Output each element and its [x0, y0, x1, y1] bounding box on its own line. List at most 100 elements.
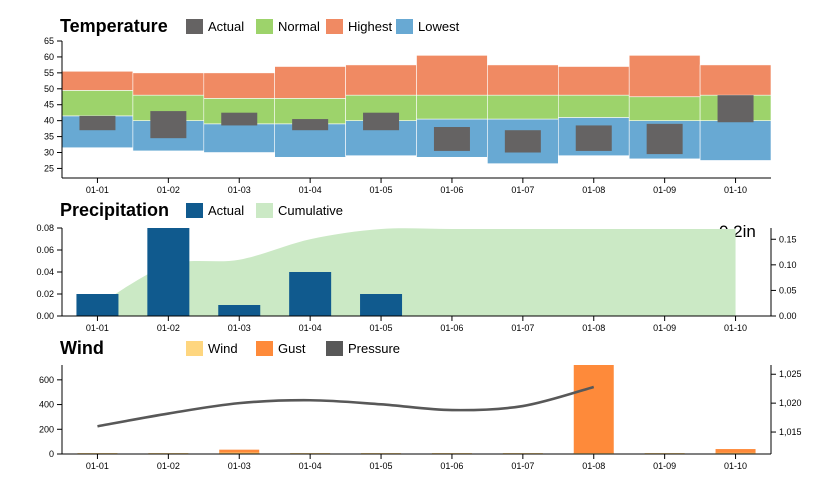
wind-y-tick-label: 200: [39, 424, 54, 434]
temperature-lowest-bar: [699, 120, 772, 161]
temperature-x-tick-label: 01-03: [228, 185, 251, 195]
wind-y-tick-label: 400: [39, 400, 54, 410]
precipitation-y2-tick-label: 0.05: [779, 285, 797, 295]
precipitation-y2-tick-label: 0.15: [779, 234, 797, 244]
temperature-actual-bar: [575, 125, 612, 151]
wind-x-tick-label: 01-03: [228, 461, 251, 471]
temperature-y-tick-label: 55: [44, 68, 54, 78]
wind-x-tick-label: 01-02: [157, 461, 180, 471]
temperature-highest-bar: [345, 64, 417, 96]
temperature-x-tick-label: 01-07: [511, 185, 534, 195]
precipitation-actual-bar: [218, 305, 261, 316]
temperature-x-tick-label: 01-01: [86, 185, 109, 195]
temperature-actual-bar: [646, 123, 683, 155]
wind-x-tick-label: 01-05: [370, 461, 393, 471]
wind-speed-bar: [715, 452, 756, 454]
wind-x-tick-label: 01-09: [653, 461, 676, 471]
precipitation-x-tick-label: 01-08: [582, 323, 605, 333]
wind-y2-tick-label: 1,015: [779, 427, 802, 437]
temperature-highest-bar: [416, 55, 488, 96]
precipitation-x-tick-label: 01-09: [653, 323, 676, 333]
temperature-legend-swatch-highest: [326, 19, 343, 34]
temperature-actual-bar: [221, 112, 258, 126]
precipitation-legend-swatch-cumulative: [256, 203, 273, 218]
wind-y-tick-label: 0: [49, 449, 54, 459]
wind-legend-label-wind: Wind: [208, 341, 238, 356]
precipitation-cumulative-area: [97, 228, 736, 316]
precipitation-legend-label-cumulative: Cumulative: [278, 203, 343, 218]
temperature-legend-swatch-actual: [186, 19, 203, 34]
wind-pressure-line: [97, 385, 595, 428]
temperature-normal-bar: [416, 94, 488, 120]
wind-y-tick-label: 600: [39, 375, 54, 385]
temperature-actual-bar: [150, 111, 187, 139]
temperature-y-tick-label: 50: [44, 84, 54, 94]
wind-legend-swatch-wind: [186, 341, 203, 356]
wind-speed-bar: [219, 452, 260, 454]
precipitation-x-tick-label: 01-02: [157, 323, 180, 333]
precipitation-legend-label-actual: Actual: [208, 203, 244, 218]
precipitation-actual-bar: [360, 294, 403, 316]
temperature-x-tick-label: 01-08: [582, 185, 605, 195]
temperature-x-tick-label: 01-06: [440, 185, 463, 195]
temperature-legend-label-lowest: Lowest: [418, 19, 460, 34]
temperature-actual-bar: [292, 119, 329, 131]
wind-x-tick-label: 01-10: [724, 461, 747, 471]
precipitation-x-tick-label: 01-04: [299, 323, 322, 333]
temperature-y-tick-label: 30: [44, 148, 54, 158]
temperature-normal-bar: [487, 94, 559, 120]
wind-y2-tick-label: 1,025: [779, 369, 802, 379]
temperature-actual-bar: [433, 127, 470, 151]
temperature-highest-bar: [557, 66, 630, 96]
wind-legend-swatch-pressure: [326, 341, 343, 356]
temperature-x-tick-label: 01-04: [299, 185, 322, 195]
wind-title: Wind: [60, 338, 104, 358]
precipitation-x-tick-label: 01-01: [86, 323, 109, 333]
precipitation-y-tick-label: 0.08: [36, 223, 54, 233]
precipitation-actual-bar: [289, 272, 332, 316]
wind-x-tick-label: 01-08: [582, 461, 605, 471]
temperature-legend-label-normal: Normal: [278, 19, 320, 34]
precipitation-legend-swatch-actual: [186, 203, 203, 218]
precipitation-x-tick-label: 01-06: [440, 323, 463, 333]
temperature-legend-label-actual: Actual: [208, 19, 244, 34]
precipitation-x-tick-label: 01-03: [228, 323, 251, 333]
precipitation-title: Precipitation: [60, 200, 169, 220]
precipitation-actual-bar: [147, 228, 190, 316]
temperature-y-tick-label: 40: [44, 116, 54, 126]
wind-legend-label-pressure: Pressure: [348, 341, 400, 356]
wind-gust-bar: [715, 449, 756, 454]
temperature-highest-bar: [628, 55, 701, 98]
temperature-highest-bar: [487, 64, 559, 96]
wind-x-tick-label: 01-04: [299, 461, 322, 471]
temperature-highest-bar: [61, 70, 134, 91]
temperature-y-tick-label: 60: [44, 52, 54, 62]
wind-x-tick-label: 01-06: [440, 461, 463, 471]
temperature-highest-bar: [132, 72, 205, 96]
wind-x-tick-label: 01-01: [86, 461, 109, 471]
temperature-actual-bar: [717, 95, 754, 123]
wind-y2-tick-label: 1,020: [779, 398, 802, 408]
wind-legend-label-gust: Gust: [278, 341, 306, 356]
temperature-actual-bar: [79, 115, 116, 131]
temperature-x-tick-label: 01-09: [653, 185, 676, 195]
temperature-x-tick-label: 01-10: [724, 185, 747, 195]
temperature-lowest-bar: [203, 123, 276, 153]
wind-x-tick-label: 01-07: [511, 461, 534, 471]
precipitation-y-tick-label: 0.00: [36, 311, 54, 321]
temperature-title: Temperature: [60, 16, 168, 36]
temperature-x-tick-label: 01-02: [157, 185, 180, 195]
temperature-y-tick-label: 25: [44, 163, 54, 173]
precipitation-y-tick-label: 0.04: [36, 267, 54, 277]
precipitation-y2-tick-label: 0.00: [779, 311, 797, 321]
precipitation-y-tick-label: 0.02: [36, 289, 54, 299]
temperature-normal-bar: [628, 96, 701, 121]
wind-gust-bar: [219, 449, 260, 454]
temperature-y-tick-label: 35: [44, 132, 54, 142]
temperature-legend-label-highest: Highest: [348, 19, 392, 34]
precipitation-y-tick-label: 0.06: [36, 245, 54, 255]
temperature-highest-bar: [699, 64, 772, 96]
temperature-y-tick-label: 45: [44, 100, 54, 110]
